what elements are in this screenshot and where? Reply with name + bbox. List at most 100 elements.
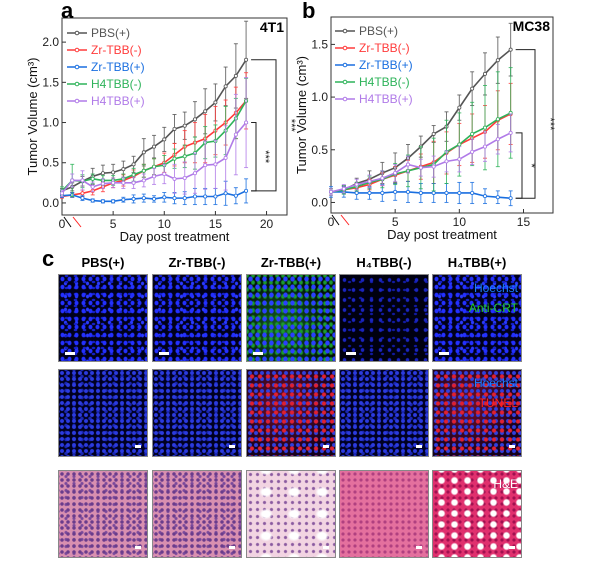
data-point — [482, 194, 487, 199]
scale-bar — [229, 546, 235, 549]
panel-label-a: a — [61, 0, 74, 23]
series-H4TBB(+) — [328, 113, 513, 196]
data-point — [470, 86, 475, 91]
data-point — [482, 125, 487, 130]
data-point — [162, 171, 167, 176]
panel-label-c: c — [42, 246, 55, 271]
legend-marker — [74, 64, 80, 70]
data-point — [367, 190, 372, 195]
data-point — [80, 196, 85, 201]
data-point — [495, 117, 500, 122]
x-axis-label: Day post treatment — [387, 227, 497, 242]
y-tick-label: 2.0 — [42, 35, 59, 49]
data-point — [80, 178, 85, 183]
data-point — [457, 142, 462, 147]
scale-bar — [439, 352, 449, 355]
data-point — [203, 109, 208, 114]
legend-marker — [342, 96, 348, 102]
data-point — [213, 100, 218, 105]
micrograph — [339, 274, 429, 362]
legend-label: Zr-TBB(+) — [91, 60, 145, 74]
data-point — [470, 190, 475, 195]
data-point — [162, 195, 167, 200]
micrograph: H&E — [432, 470, 522, 558]
significance-label: *** — [544, 118, 556, 132]
column-title: PBS(+) — [81, 255, 125, 270]
data-point — [172, 196, 177, 201]
data-point — [152, 174, 157, 179]
legend-marker — [342, 45, 348, 51]
data-point — [223, 155, 228, 160]
treatment-arrow — [63, 216, 72, 228]
data-point — [141, 196, 146, 201]
stain-label: Hoechst — [473, 376, 518, 390]
legend-marker — [342, 79, 348, 85]
data-point — [393, 189, 398, 194]
data-point — [328, 189, 333, 194]
data-point — [341, 186, 346, 191]
data-point — [457, 105, 462, 110]
x-tick-label: 15 — [517, 215, 531, 229]
micrograph — [58, 369, 148, 457]
significance-bracket — [251, 122, 257, 192]
micrograph — [58, 274, 148, 362]
micrograph — [152, 274, 242, 362]
plot-frame — [61, 17, 288, 216]
data-point — [111, 199, 116, 204]
data-point — [172, 156, 177, 161]
data-point — [418, 165, 423, 170]
legend-label: H4TBB(+) — [359, 92, 413, 106]
data-point — [70, 178, 75, 183]
data-point — [431, 131, 436, 136]
x-tick-label: 0 — [59, 217, 66, 231]
scale-bar — [323, 546, 329, 549]
data-point — [111, 180, 116, 185]
data-point — [495, 58, 500, 63]
micrograph — [339, 470, 429, 558]
data-point — [182, 176, 187, 181]
micrograph: Hoechst Anti-CRT — [432, 274, 522, 362]
data-point — [380, 176, 385, 181]
data-point — [192, 117, 197, 122]
significance-bracket — [515, 49, 536, 199]
data-point — [244, 120, 249, 125]
y-axis-label: Tumor Volume (cm³) — [25, 58, 40, 176]
legend-marker — [74, 30, 80, 36]
legend-label: H4TBB(-) — [91, 77, 142, 91]
y-tick-label: 0.0 — [42, 196, 59, 210]
x-tick-label: 20 — [260, 217, 274, 231]
scale-bar — [509, 445, 515, 448]
legend-marker — [342, 28, 348, 34]
scale-bar — [509, 546, 515, 549]
data-point — [182, 196, 187, 201]
data-point — [100, 181, 105, 186]
data-point — [152, 196, 157, 201]
scale-bar — [135, 445, 141, 448]
x-tick-label: 0 — [328, 215, 335, 229]
y-tick-label: 1.5 — [311, 37, 328, 51]
data-point — [223, 84, 228, 89]
column-title: Zr-TBB(+) — [260, 255, 322, 270]
legend-marker — [74, 47, 80, 53]
data-point — [444, 159, 449, 164]
data-point — [152, 144, 157, 149]
legend-label: PBS(+) — [359, 24, 398, 38]
micrograph — [246, 274, 336, 362]
scale-bar — [159, 352, 169, 355]
data-point — [244, 57, 249, 62]
charts: 0 5 10 15 20 0.0 0.5 1.0 1.5 2.0 Day post treatmen… — [25, 16, 556, 244]
data-point — [90, 198, 95, 203]
scale-bar — [323, 445, 329, 448]
legend-marker — [74, 81, 80, 87]
chart-title: MC38 — [513, 18, 551, 34]
scale-bar — [253, 352, 263, 355]
column-title: Zr-TBB(-) — [168, 255, 226, 270]
data-point — [244, 188, 249, 193]
data-point — [444, 190, 449, 195]
y-tick-label: 0.5 — [311, 143, 328, 157]
data-point — [470, 131, 475, 136]
data-point — [162, 137, 167, 142]
data-point — [80, 191, 85, 196]
data-point — [482, 144, 487, 149]
legend-label: Zr-TBB(+) — [359, 58, 413, 72]
